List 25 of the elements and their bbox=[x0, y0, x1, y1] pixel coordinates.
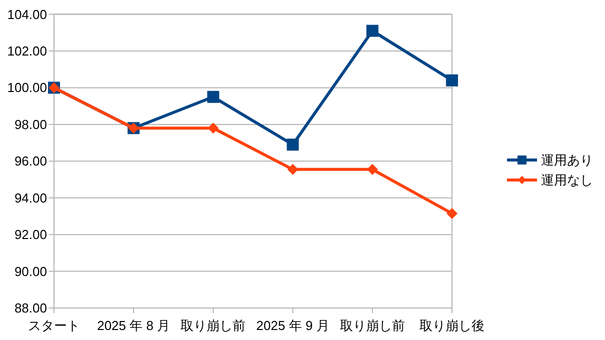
point bbox=[207, 90, 220, 103]
x-tick-label: スタート bbox=[28, 318, 80, 333]
point bbox=[446, 208, 458, 219]
x-tick-label: 取り崩し前 bbox=[180, 318, 246, 333]
y-tick-label: 102.00 bbox=[7, 44, 47, 59]
y-tick-label: 92.00 bbox=[14, 227, 47, 242]
x-tick-label: 取り崩し前 bbox=[340, 318, 405, 333]
y-tick-label: 96.00 bbox=[14, 154, 47, 169]
x-tick-label: 2025 年 9 月 bbox=[256, 318, 330, 333]
y-tick-label: 98.00 bbox=[14, 116, 47, 132]
legend-label: 運用なし bbox=[541, 172, 593, 188]
point bbox=[366, 164, 378, 175]
y-tick-label: 88.00 bbox=[14, 300, 47, 316]
y-tick-label: 100.00 bbox=[7, 80, 47, 96]
point bbox=[208, 122, 219, 134]
x-tick-label: 2025 年 8 月 bbox=[97, 318, 170, 333]
y-tick-label: 94.00 bbox=[14, 190, 47, 206]
legend-label: 運用あり bbox=[541, 152, 593, 168]
point bbox=[446, 74, 458, 86]
y-tick-label: 104.00 bbox=[7, 6, 47, 22]
point bbox=[366, 24, 378, 37]
point bbox=[286, 138, 299, 151]
point bbox=[287, 164, 298, 175]
x-tick-label: 取り崩し後 bbox=[420, 318, 484, 333]
y-tick-label: 90.00 bbox=[14, 264, 47, 279]
